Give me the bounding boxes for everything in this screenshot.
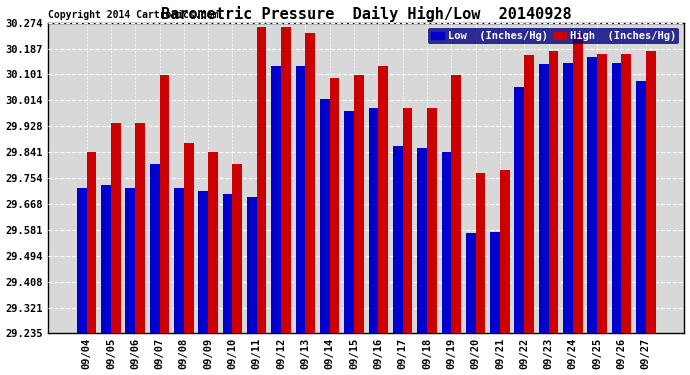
- Bar: [208, 153, 218, 333]
- Bar: [247, 197, 257, 333]
- Bar: [475, 173, 485, 333]
- Bar: [563, 63, 573, 333]
- Bar: [524, 55, 534, 333]
- Bar: [306, 33, 315, 333]
- Bar: [223, 194, 233, 333]
- Bar: [612, 63, 622, 333]
- Bar: [500, 170, 510, 333]
- Bar: [150, 164, 159, 333]
- Bar: [368, 108, 378, 333]
- Title: Barometric Pressure  Daily High/Low  20140928: Barometric Pressure Daily High/Low 20140…: [161, 6, 571, 21]
- Bar: [135, 123, 145, 333]
- Bar: [622, 54, 631, 333]
- Bar: [378, 66, 388, 333]
- Bar: [320, 99, 330, 333]
- Bar: [636, 81, 646, 333]
- Bar: [515, 87, 524, 333]
- Bar: [281, 27, 290, 333]
- Bar: [184, 144, 194, 333]
- Bar: [573, 33, 582, 333]
- Bar: [403, 108, 413, 333]
- Bar: [86, 153, 97, 333]
- Bar: [77, 188, 86, 333]
- Bar: [330, 78, 339, 333]
- Bar: [451, 75, 461, 333]
- Bar: [490, 232, 500, 333]
- Bar: [344, 111, 354, 333]
- Bar: [126, 188, 135, 333]
- Bar: [539, 64, 549, 333]
- Legend: Low  (Inches/Hg), High  (Inches/Hg): Low (Inches/Hg), High (Inches/Hg): [428, 28, 679, 44]
- Bar: [427, 108, 437, 333]
- Bar: [111, 123, 121, 333]
- Bar: [597, 54, 607, 333]
- Bar: [646, 51, 656, 333]
- Bar: [257, 27, 266, 333]
- Bar: [101, 185, 111, 333]
- Bar: [442, 153, 451, 333]
- Bar: [393, 147, 403, 333]
- Bar: [199, 191, 208, 333]
- Bar: [174, 188, 184, 333]
- Bar: [417, 148, 427, 333]
- Bar: [354, 75, 364, 333]
- Bar: [233, 164, 242, 333]
- Bar: [466, 233, 475, 333]
- Text: Copyright 2014 Cartronics.com: Copyright 2014 Cartronics.com: [48, 10, 218, 20]
- Bar: [159, 75, 169, 333]
- Bar: [296, 66, 306, 333]
- Bar: [271, 66, 281, 333]
- Bar: [587, 57, 597, 333]
- Bar: [549, 51, 558, 333]
